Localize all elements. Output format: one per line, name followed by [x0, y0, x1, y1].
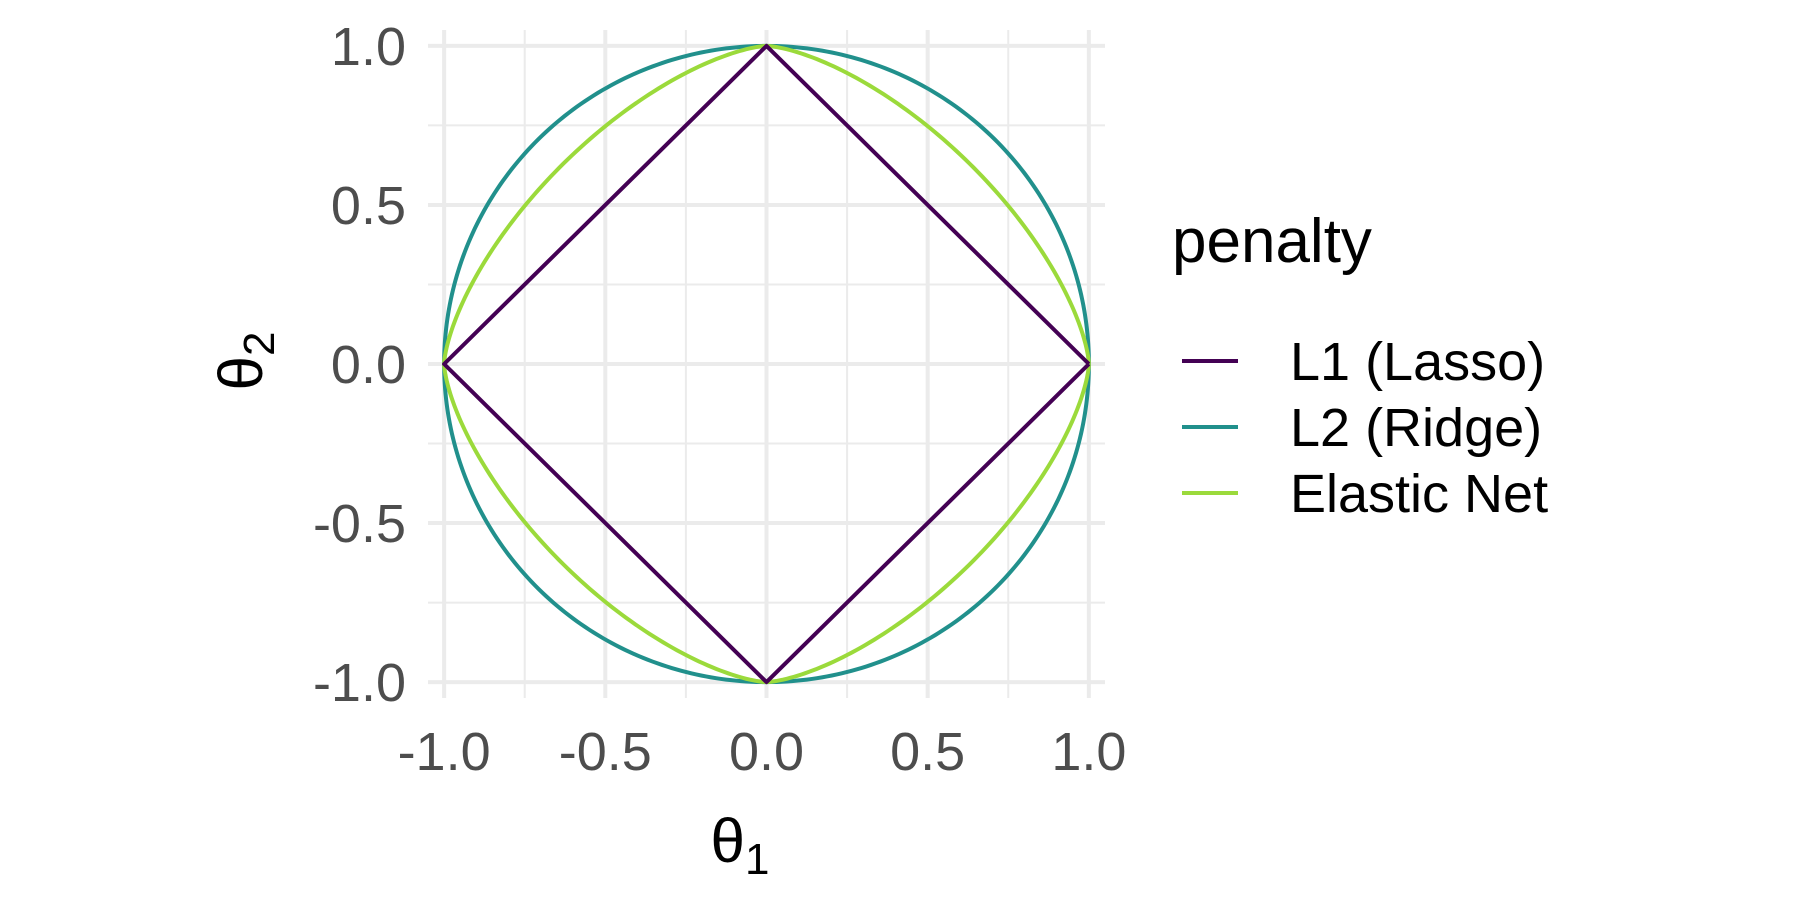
legend-items: L1 (Lasso)L2 (Ridge)Elastic Net [1182, 332, 1548, 524]
grid-major [428, 30, 1105, 698]
y-axis-title-subscript: 2 [235, 332, 284, 356]
x-tick-label: -1.0 [398, 722, 491, 782]
x-axis-title-text: θ [711, 807, 745, 876]
y-tick-label: -1.0 [313, 653, 406, 713]
series-layer [442, 43, 1091, 685]
series-line-l1-lasso [442, 43, 1091, 685]
legend-label: L1 (Lasso) [1290, 332, 1545, 392]
y-axis-title: θ2 [207, 332, 284, 391]
legend-label: L2 (Ridge) [1290, 398, 1542, 458]
y-axis-tick-labels: -1.0 -0.5 0.0 0.5 1.0 [313, 17, 406, 713]
legend: penalty L1 (Lasso)L2 (Ridge)Elastic Net [1172, 207, 1548, 524]
y-tick-label: 0.0 [331, 335, 406, 395]
y-tick-label: -0.5 [313, 494, 406, 554]
x-tick-label: 1.0 [1051, 722, 1126, 782]
x-tick-label: -0.5 [559, 722, 652, 782]
y-tick-label: 0.5 [331, 176, 406, 236]
x-tick-label: 0.0 [729, 722, 804, 782]
y-axis-title-text: θ [207, 356, 276, 390]
legend-item-l1-lasso: L1 (Lasso) [1182, 332, 1545, 392]
x-axis-title-subscript: 1 [745, 835, 769, 884]
y-tick-label: 1.0 [331, 17, 406, 77]
x-axis-tick-labels: -1.0 -0.5 0.0 0.5 1.0 [398, 722, 1127, 782]
x-tick-label: 0.5 [890, 722, 965, 782]
legend-item-elastic-net: Elastic Net [1182, 464, 1548, 524]
legend-item-l2-ridge: L2 (Ridge) [1182, 398, 1542, 458]
legend-title: penalty [1172, 207, 1372, 276]
x-axis-title: θ1 [711, 807, 770, 884]
legend-label: Elastic Net [1290, 464, 1548, 524]
